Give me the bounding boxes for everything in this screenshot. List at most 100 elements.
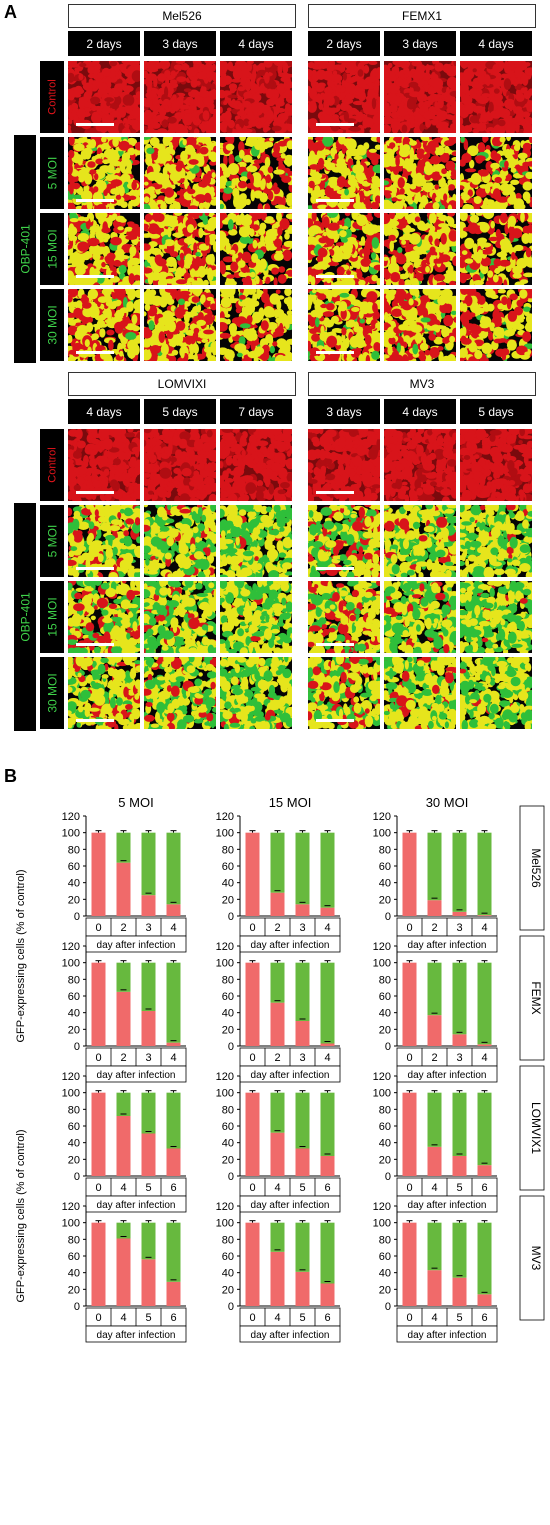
x-axis-label: day after infection bbox=[251, 940, 330, 951]
category-label: 5 bbox=[299, 1312, 305, 1324]
bar-red-segment bbox=[245, 1222, 260, 1306]
microscopy-image bbox=[460, 657, 532, 729]
category-label: 6 bbox=[324, 1182, 330, 1194]
y-tick-label: 120 bbox=[62, 1201, 80, 1213]
row-label-moi-box: 15 MOI bbox=[40, 581, 64, 653]
row-label-control: Control bbox=[46, 79, 59, 115]
xlabel-box bbox=[239, 1325, 341, 1343]
cell-line-label: FEMX1 bbox=[308, 4, 536, 28]
microscopy-image bbox=[460, 213, 532, 285]
category-label: 4 bbox=[120, 1182, 126, 1194]
microscopy-image bbox=[384, 505, 456, 577]
y-tick-label: 100 bbox=[216, 1218, 234, 1230]
bar-red-segment bbox=[270, 892, 285, 916]
microscopy-image bbox=[384, 581, 456, 653]
day-label: 5 days bbox=[144, 399, 216, 424]
y-tick-label: 100 bbox=[216, 1088, 234, 1100]
bar-green-segment bbox=[320, 962, 335, 1044]
day-label: 4 days bbox=[68, 399, 140, 424]
y-tick-label: 120 bbox=[373, 811, 391, 823]
column-title: 5 MOI bbox=[118, 795, 153, 810]
y-tick-label: 20 bbox=[222, 1024, 234, 1036]
scale-bar bbox=[316, 351, 354, 354]
y-tick-label: 100 bbox=[373, 958, 391, 970]
microscopy-image bbox=[384, 61, 456, 133]
category-label: 4 bbox=[170, 922, 176, 934]
bar-green-segment bbox=[116, 962, 131, 992]
column-title: 15 MOI bbox=[269, 795, 312, 810]
category-label: 4 bbox=[170, 1052, 176, 1064]
category-label: 5 bbox=[456, 1182, 462, 1194]
x-axis-label: day after infection bbox=[251, 1200, 330, 1211]
microscopy-image bbox=[144, 137, 216, 209]
y-tick-label: 0 bbox=[385, 1171, 391, 1183]
scale-bar bbox=[76, 643, 114, 646]
bar-green-segment bbox=[477, 832, 492, 916]
y-tick-label: 0 bbox=[228, 1041, 234, 1053]
treatment-label-box: OBP-401 bbox=[14, 135, 36, 363]
bar-red-segment bbox=[320, 1156, 335, 1176]
microscopy-image bbox=[460, 137, 532, 209]
microscopy-image bbox=[220, 213, 292, 285]
y-tick-label: 40 bbox=[379, 878, 391, 890]
y-tick-label: 40 bbox=[68, 878, 80, 890]
bar-red-segment bbox=[402, 1222, 417, 1306]
category-label: 6 bbox=[170, 1182, 176, 1194]
row-label-box: Control bbox=[40, 429, 64, 501]
row-label-moi: 15 MOI bbox=[45, 597, 60, 637]
bar-red-segment bbox=[295, 1271, 310, 1306]
y-tick-label: 100 bbox=[216, 958, 234, 970]
category-label: 4 bbox=[481, 1052, 487, 1064]
microscopy-image bbox=[220, 137, 292, 209]
scale-bar bbox=[76, 567, 114, 570]
y-tick-label: 100 bbox=[62, 958, 80, 970]
y-tick-label: 120 bbox=[62, 1071, 80, 1083]
microscopy-image bbox=[384, 657, 456, 729]
y-tick-label: 20 bbox=[68, 1154, 80, 1166]
y-tick-label: 60 bbox=[222, 991, 234, 1003]
bar-green-segment bbox=[166, 1222, 181, 1282]
bar-red-segment bbox=[295, 1021, 310, 1046]
bar-green-segment bbox=[166, 962, 181, 1043]
y-tick-label: 100 bbox=[216, 828, 234, 840]
day-label: 3 days bbox=[144, 31, 216, 56]
y-tick-label: 80 bbox=[222, 844, 234, 856]
y-axis-label: GFP-expressing cells (% of control) bbox=[15, 870, 27, 1043]
day-label: 7 days bbox=[220, 399, 292, 424]
microscopy-image bbox=[220, 289, 292, 361]
bar-red-segment bbox=[452, 1034, 467, 1046]
xlabel-box bbox=[396, 1195, 498, 1213]
category-label: 4 bbox=[120, 1312, 126, 1324]
row-label-box bbox=[519, 1065, 545, 1191]
bar-red-segment bbox=[452, 1156, 467, 1176]
bar-red-segment bbox=[245, 962, 260, 1046]
category-label: 4 bbox=[324, 922, 330, 934]
y-tick-label: 20 bbox=[379, 1024, 391, 1036]
y-tick-label: 80 bbox=[379, 1104, 391, 1116]
bar-red-segment bbox=[402, 832, 417, 916]
microscopy-image bbox=[308, 137, 380, 209]
day-label: 3 days bbox=[384, 31, 456, 56]
y-tick-label: 40 bbox=[222, 878, 234, 890]
microscopy-image bbox=[460, 429, 532, 501]
category-label: 3 bbox=[456, 1052, 462, 1064]
microscopy-image bbox=[68, 61, 140, 133]
y-tick-label: 60 bbox=[222, 1121, 234, 1133]
bar-red-segment bbox=[402, 962, 417, 1046]
bar-red-segment bbox=[116, 862, 131, 916]
panel-a-label: A bbox=[4, 2, 17, 22]
category-label: 0 bbox=[406, 922, 412, 934]
y-tick-label: 80 bbox=[68, 844, 80, 856]
y-tick-label: 60 bbox=[379, 991, 391, 1003]
y-tick-label: 100 bbox=[62, 828, 80, 840]
scale-bar bbox=[316, 719, 354, 722]
row-label: FEMX bbox=[529, 981, 543, 1014]
scale-bar bbox=[316, 199, 354, 202]
xlabel-box bbox=[85, 935, 187, 953]
bar-green-segment bbox=[477, 1222, 492, 1295]
y-tick-label: 100 bbox=[373, 1088, 391, 1100]
row-label-moi: 5 MOI bbox=[44, 156, 59, 190]
bar-red-segment bbox=[477, 1044, 492, 1046]
row-label-box: Control bbox=[40, 61, 64, 133]
xlabel-box bbox=[85, 1065, 187, 1083]
